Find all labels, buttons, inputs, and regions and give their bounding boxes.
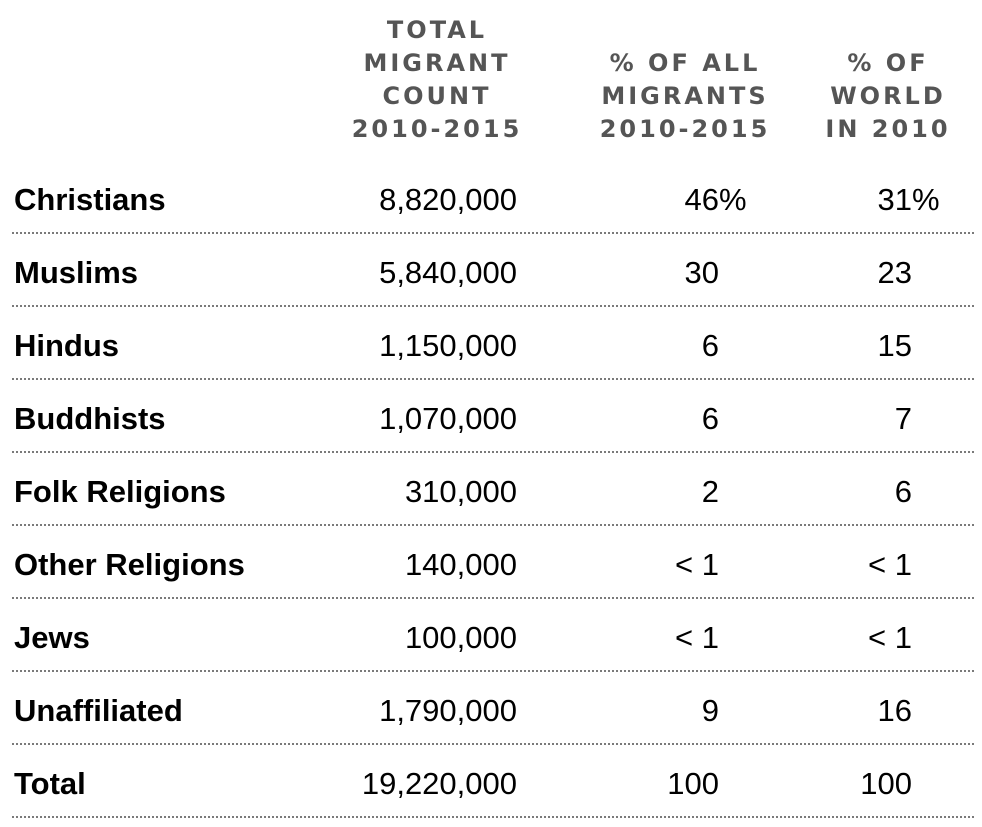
table-row-total: Total 19,220,000 100 100 <box>0 754 982 827</box>
header-line: IN 2010 <box>825 115 951 143</box>
header-pct-world: % OF WORLD IN 2010 <box>812 16 964 146</box>
header-line: % OF ALL <box>609 49 761 77</box>
table-row: Christians 8,820,000 46% 31% <box>0 170 982 243</box>
table-row: Other Religions 140,000 < 1 < 1 <box>0 535 982 608</box>
row-divider <box>12 670 974 672</box>
pct-world-cell: 23 <box>800 243 912 303</box>
pct-migrants-value: 46 <box>684 182 719 217</box>
pct-migrants-cell: 30 <box>600 243 719 303</box>
row-divider <box>12 451 974 453</box>
row-label: Buddhists <box>14 401 166 436</box>
pct-migrants-cell: 2 <box>600 462 719 522</box>
count-cell: 310,000 <box>404 474 517 509</box>
pct-world-value: 6 <box>894 474 912 509</box>
header-line: WORLD <box>830 82 946 110</box>
pct-world-cell: < 1 <box>800 608 912 668</box>
table-row: Hindus 1,150,000 6 15 <box>0 316 982 389</box>
count-cell: 1,070,000 <box>379 401 517 436</box>
pct-migrants-cell: 6 <box>600 316 719 376</box>
count-cell: 140,000 <box>404 547 517 582</box>
pct-suffix: % <box>912 182 940 217</box>
header-line: MIGRANT <box>363 49 511 77</box>
pct-migrants-cell: 9 <box>600 681 719 741</box>
count-cell: 5,840,000 <box>379 255 517 290</box>
pct-world-value: < 1 <box>868 547 912 582</box>
row-label: Christians <box>14 182 166 217</box>
row-divider <box>12 305 974 307</box>
header-line: COUNT <box>382 82 492 110</box>
header-total-migrant-count: TOTAL MIGRANT COUNT 2010-2015 <box>332 16 542 146</box>
pct-migrants-value: < 1 <box>675 620 719 655</box>
row-divider <box>12 524 974 526</box>
pct-world-cell: 15 <box>800 316 912 376</box>
pct-world-value: 15 <box>877 328 912 363</box>
row-label: Jews <box>14 620 90 655</box>
pct-migrants-value: 6 <box>701 328 719 363</box>
pct-migrants-value: < 1 <box>675 547 719 582</box>
table-row: Unaffiliated 1,790,000 9 16 <box>0 681 982 754</box>
table-row: Jews 100,000 < 1 < 1 <box>0 608 982 681</box>
pct-world-value: 23 <box>877 255 912 290</box>
pct-migrants-value: 30 <box>684 255 719 290</box>
row-label: Muslims <box>14 255 139 290</box>
row-label: Unaffiliated <box>14 693 183 728</box>
header-pct-all-migrants: % OF ALL MIGRANTS 2010-2015 <box>585 16 785 146</box>
pct-world-value: 31 <box>877 182 912 217</box>
count-cell: 100,000 <box>404 620 517 655</box>
pct-world-cell: 100 <box>800 754 912 814</box>
header-line: % OF <box>847 49 929 77</box>
pct-world-cell: 7 <box>800 389 912 449</box>
pct-world-value: < 1 <box>868 620 912 655</box>
header-line: TOTAL <box>386 16 488 44</box>
table-row: Buddhists 1,070,000 6 7 <box>0 389 982 462</box>
pct-migrants-value: 6 <box>701 401 719 436</box>
row-divider <box>12 597 974 599</box>
row-label: Hindus <box>14 328 120 363</box>
table-row: Folk Religions 310,000 2 6 <box>0 462 982 535</box>
pct-migrants-cell: 46% <box>600 170 747 230</box>
pct-migrants-cell: 100 <box>600 754 719 814</box>
pct-world-cell: 31% <box>800 170 940 230</box>
header-line: 2010-2015 <box>351 115 523 143</box>
pct-world-cell: < 1 <box>800 535 912 595</box>
pct-migrants-value: 9 <box>701 693 719 728</box>
row-divider <box>12 232 974 234</box>
pct-migrants-value: 2 <box>701 474 719 509</box>
pct-world-value: 16 <box>877 693 912 728</box>
pct-migrants-cell: < 1 <box>600 535 719 595</box>
pct-world-cell: 16 <box>800 681 912 741</box>
row-divider <box>12 378 974 380</box>
pct-migrants-value: 100 <box>667 766 719 801</box>
count-cell: 8,820,000 <box>379 182 517 217</box>
count-cell: 1,150,000 <box>379 328 517 363</box>
pct-suffix: % <box>719 182 747 217</box>
count-cell: 19,220,000 <box>361 766 517 801</box>
count-cell: 1,790,000 <box>379 693 517 728</box>
row-divider <box>12 743 974 745</box>
pct-world-value: 100 <box>860 766 912 801</box>
row-label: Folk Religions <box>14 474 226 509</box>
pct-migrants-cell: 6 <box>600 389 719 449</box>
header-line: 2010-2015 <box>599 115 771 143</box>
pct-world-cell: 6 <box>800 462 912 522</box>
header-line: MIGRANTS <box>601 82 769 110</box>
pct-migrants-cell: < 1 <box>600 608 719 668</box>
row-label: Other Religions <box>14 547 245 582</box>
row-label: Total <box>14 766 86 801</box>
pct-world-value: 7 <box>894 401 912 436</box>
row-divider <box>12 816 974 818</box>
table-row: Muslims 5,840,000 30 23 <box>0 243 982 316</box>
